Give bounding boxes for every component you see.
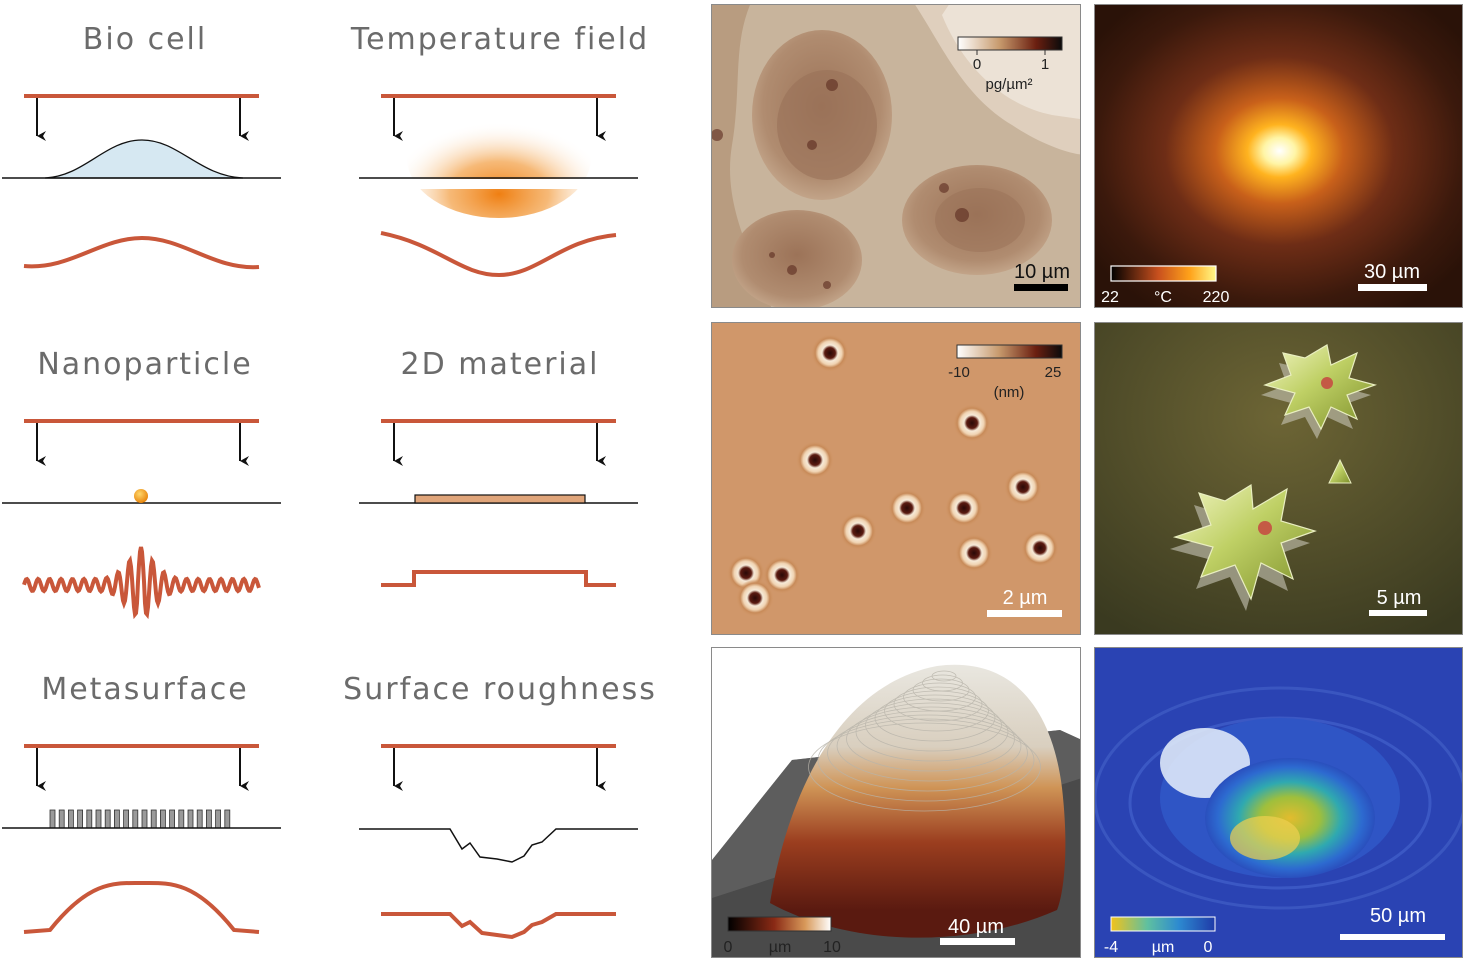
nanoparticle-dots [727, 334, 1059, 617]
flake [1263, 344, 1378, 431]
colorbar-min-label: 0 [973, 56, 981, 73]
phase-profile [381, 570, 616, 587]
pillar [95, 809, 102, 829]
nanoparticle-dot [811, 334, 849, 372]
colorbar-unit-label: pg/µm² [986, 76, 1033, 93]
nanoparticle-dot [945, 489, 983, 527]
scalebar [1358, 284, 1427, 291]
title-metasurface: Metasurface [41, 672, 249, 707]
nanoparticle-dot [888, 489, 926, 527]
pillar [141, 809, 148, 829]
pillar [215, 809, 222, 829]
pillar [187, 809, 194, 829]
pillar [49, 809, 56, 829]
nanoparticle-dot [796, 441, 834, 479]
colorbar-max-label: 25 [1045, 364, 1062, 381]
scalebar-label: 10 µm [1014, 261, 1070, 283]
flake [1172, 483, 1317, 601]
pillar [58, 809, 65, 829]
pillar [178, 809, 185, 829]
rough-surface [359, 828, 638, 863]
colorbar [727, 916, 832, 932]
colorbar-unit-label: µm [769, 939, 792, 956]
panel-nanoparticle-image: -10 25 (nm) 2 µm [711, 322, 1081, 635]
scalebar [1340, 934, 1445, 940]
panel-temperature-image: 22 °C 220 30 µm [1094, 4, 1463, 308]
phase-profile [23, 880, 260, 934]
panel-microlens-image: 0 µm 10 40 µm [711, 647, 1081, 958]
scalebar [940, 938, 1015, 945]
colorbar-max-label: 10 [823, 939, 841, 956]
nanoparticle-dot [1004, 468, 1042, 506]
scalebar-label: 30 µm [1364, 261, 1420, 283]
title-2d-material: 2D material [400, 347, 600, 382]
pillar [205, 809, 212, 829]
crater [1205, 758, 1375, 878]
colorbar-max-label: 220 [1203, 289, 1230, 306]
title-temperature-field: Temperature field [350, 22, 650, 57]
nanoparticle-dot [953, 404, 991, 442]
pillar [123, 809, 129, 829]
colorbar-min-label: -4 [1104, 939, 1118, 956]
scalebar [1369, 610, 1427, 616]
scalebar-label: 40 µm [948, 916, 1004, 938]
bio-cell-schematic [2, 94, 281, 270]
pillar [104, 809, 111, 829]
particle [134, 489, 148, 503]
pillar [77, 809, 83, 829]
pillar [150, 809, 157, 829]
title-nanoparticle: Nanoparticle [37, 347, 253, 382]
panel-2d-material-image: 5 µm [1094, 322, 1463, 635]
nanoparticle-dot [736, 579, 774, 617]
scalebar-label: 50 µm [1370, 905, 1426, 927]
pillar [224, 809, 231, 829]
title-surface-roughness: Surface roughness [343, 672, 657, 707]
colorbar-max-label: 1 [1041, 56, 1049, 73]
nanoparticle-dot [955, 534, 993, 572]
scalebar [987, 610, 1062, 617]
colorbar [957, 36, 1063, 51]
colorbar [1110, 265, 1217, 282]
colorbar-unit-label: °C [1154, 289, 1172, 306]
heat-region [407, 98, 591, 218]
flake [414, 494, 586, 504]
nanoparticle-schematic [2, 419, 281, 620]
surface-roughness-schematic [359, 744, 638, 940]
temperature-field-schematic [359, 94, 638, 278]
pillar [196, 809, 203, 829]
colorbar-max-label: 0 [1204, 939, 1213, 956]
nanoparticle-dot [839, 512, 877, 550]
pillar [159, 809, 166, 829]
scalebar [1014, 284, 1068, 291]
phase-profile [23, 235, 260, 270]
colorbar-unit-label: (nm) [994, 384, 1025, 401]
colorbar [956, 344, 1063, 359]
pillar [86, 809, 93, 829]
colorbar-min-label: 22 [1101, 289, 1119, 306]
metasurface-schematic [2, 744, 281, 934]
nanoparticle-dot [763, 556, 801, 594]
phase-profile [381, 912, 616, 940]
pillar-array [49, 809, 231, 829]
colorbar [1110, 916, 1216, 932]
pillar [169, 809, 176, 829]
nanoparticle-dot [1021, 529, 1059, 567]
scalebar-label: 2 µm [1003, 587, 1048, 609]
scalebar-label: 5 µm [1377, 587, 1422, 609]
pillar [132, 809, 139, 829]
colorbar-min-label: 0 [724, 939, 733, 956]
panel-bio-cell-image: 0 1 pg/µm² 10 µm [711, 4, 1081, 308]
cell-shape [44, 139, 244, 179]
pillar [114, 809, 120, 829]
phase-profile [380, 231, 617, 278]
pillar [68, 809, 74, 829]
colorbar-min-label: -10 [948, 364, 970, 381]
panel-crater-image: -4 µm 0 50 µm [1094, 647, 1463, 958]
schematic-diagrams [2, 94, 638, 940]
2d-material-schematic [359, 419, 638, 587]
colorbar-unit-label: µm [1152, 939, 1175, 956]
phase-profile [22, 546, 261, 620]
title-bio-cell: Bio cell [82, 22, 208, 57]
